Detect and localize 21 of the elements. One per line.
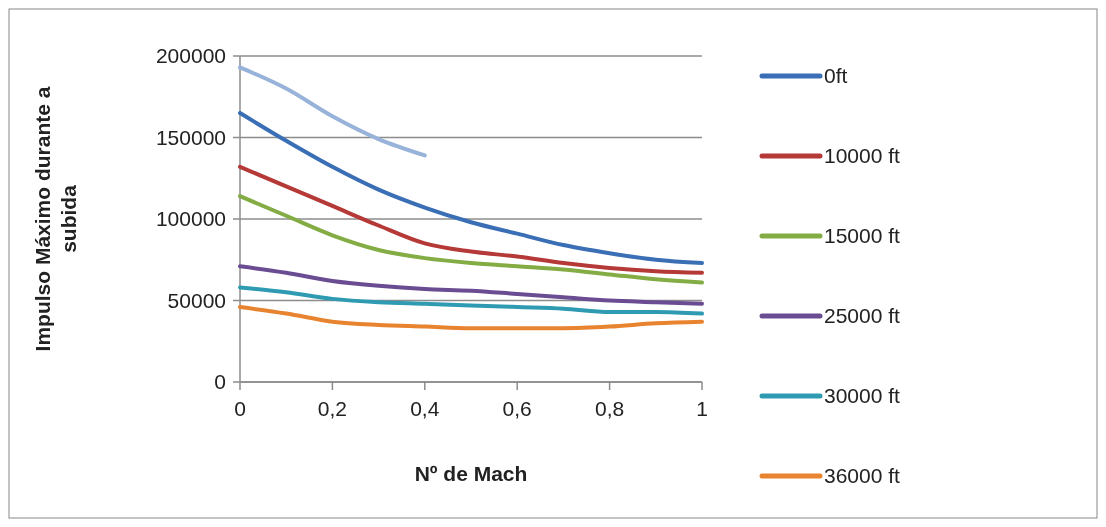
x-tick-label: 1 — [696, 397, 708, 420]
x-tick-label: 0,2 — [317, 397, 347, 420]
x-axis-title: Nº de Mach — [414, 462, 528, 485]
legend-label: 36000 ft — [824, 464, 901, 488]
y-axis-title: Impulso Máximo durante a subida — [31, 86, 80, 352]
y-tick-label: 150000 — [155, 125, 226, 149]
y-tick-label: 100000 — [155, 207, 226, 231]
x-tick-label: 0,8 — [595, 397, 625, 420]
line-series — [238, 65, 427, 158]
line-series — [238, 305, 704, 331]
y-tick-label: 0 — [214, 370, 226, 394]
x-tick-label: 0,4 — [410, 397, 440, 420]
legend-label: 25000 ft — [824, 304, 901, 328]
y-tick-label: 50000 — [167, 288, 226, 312]
legend-label: 30000 ft — [824, 384, 901, 408]
y-tick-label: 200000 — [155, 44, 226, 68]
x-tick-label: 0 — [234, 397, 246, 420]
legend-label: 10000 ft — [824, 144, 901, 168]
legend-label: 0ft — [824, 64, 848, 88]
legend-label: 15000 ft — [824, 224, 901, 248]
x-tick-label: 0,6 — [502, 397, 532, 420]
